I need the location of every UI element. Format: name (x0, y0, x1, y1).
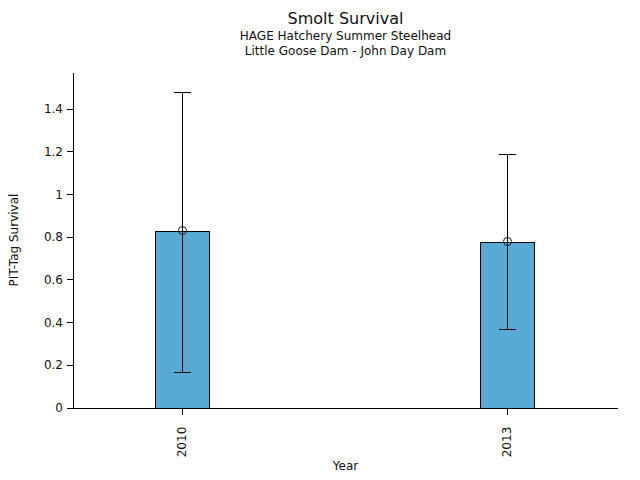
y-tick-label: 1 (23, 188, 63, 202)
error-bar-cap-top-2013 (499, 154, 516, 155)
error-bar-cap-top-2010 (174, 92, 191, 93)
y-tick-label: 0.8 (23, 230, 63, 244)
plot-area: 0 0.2 0.4 0.6 0.8 1 1.2 1.4 2010 2013 (0, 0, 640, 480)
x-axis-label: Year (73, 459, 618, 473)
y-tick-mark (67, 322, 73, 323)
y-tick-label: 0.4 (23, 316, 63, 330)
x-tick-label-text: 2013 (500, 427, 514, 458)
chart-figure: Smolt Survival HAGE Hatchery Summer Stee… (0, 0, 640, 480)
mean-marker-2013 (503, 237, 512, 246)
y-tick-mark (67, 109, 73, 110)
y-tick-mark (67, 151, 73, 152)
error-bar-cap-bottom-2010 (174, 372, 191, 373)
y-tick-label: 0 (23, 401, 63, 415)
y-tick-mark (67, 365, 73, 366)
error-bar-cap-bottom-2013 (499, 329, 516, 330)
x-tick-label-text: 2010 (175, 427, 189, 458)
y-tick-mark (67, 194, 73, 195)
y-tick-label: 1.4 (23, 102, 63, 116)
y-tick-label: 0.6 (23, 273, 63, 287)
y-tick-label: 1.2 (23, 145, 63, 159)
mean-marker-2010 (178, 226, 187, 235)
y-tick-label: 0.2 (23, 358, 63, 372)
y-axis-line (73, 73, 74, 409)
y-tick-mark (67, 279, 73, 280)
y-tick-mark (67, 237, 73, 238)
y-tick-mark (67, 408, 73, 409)
